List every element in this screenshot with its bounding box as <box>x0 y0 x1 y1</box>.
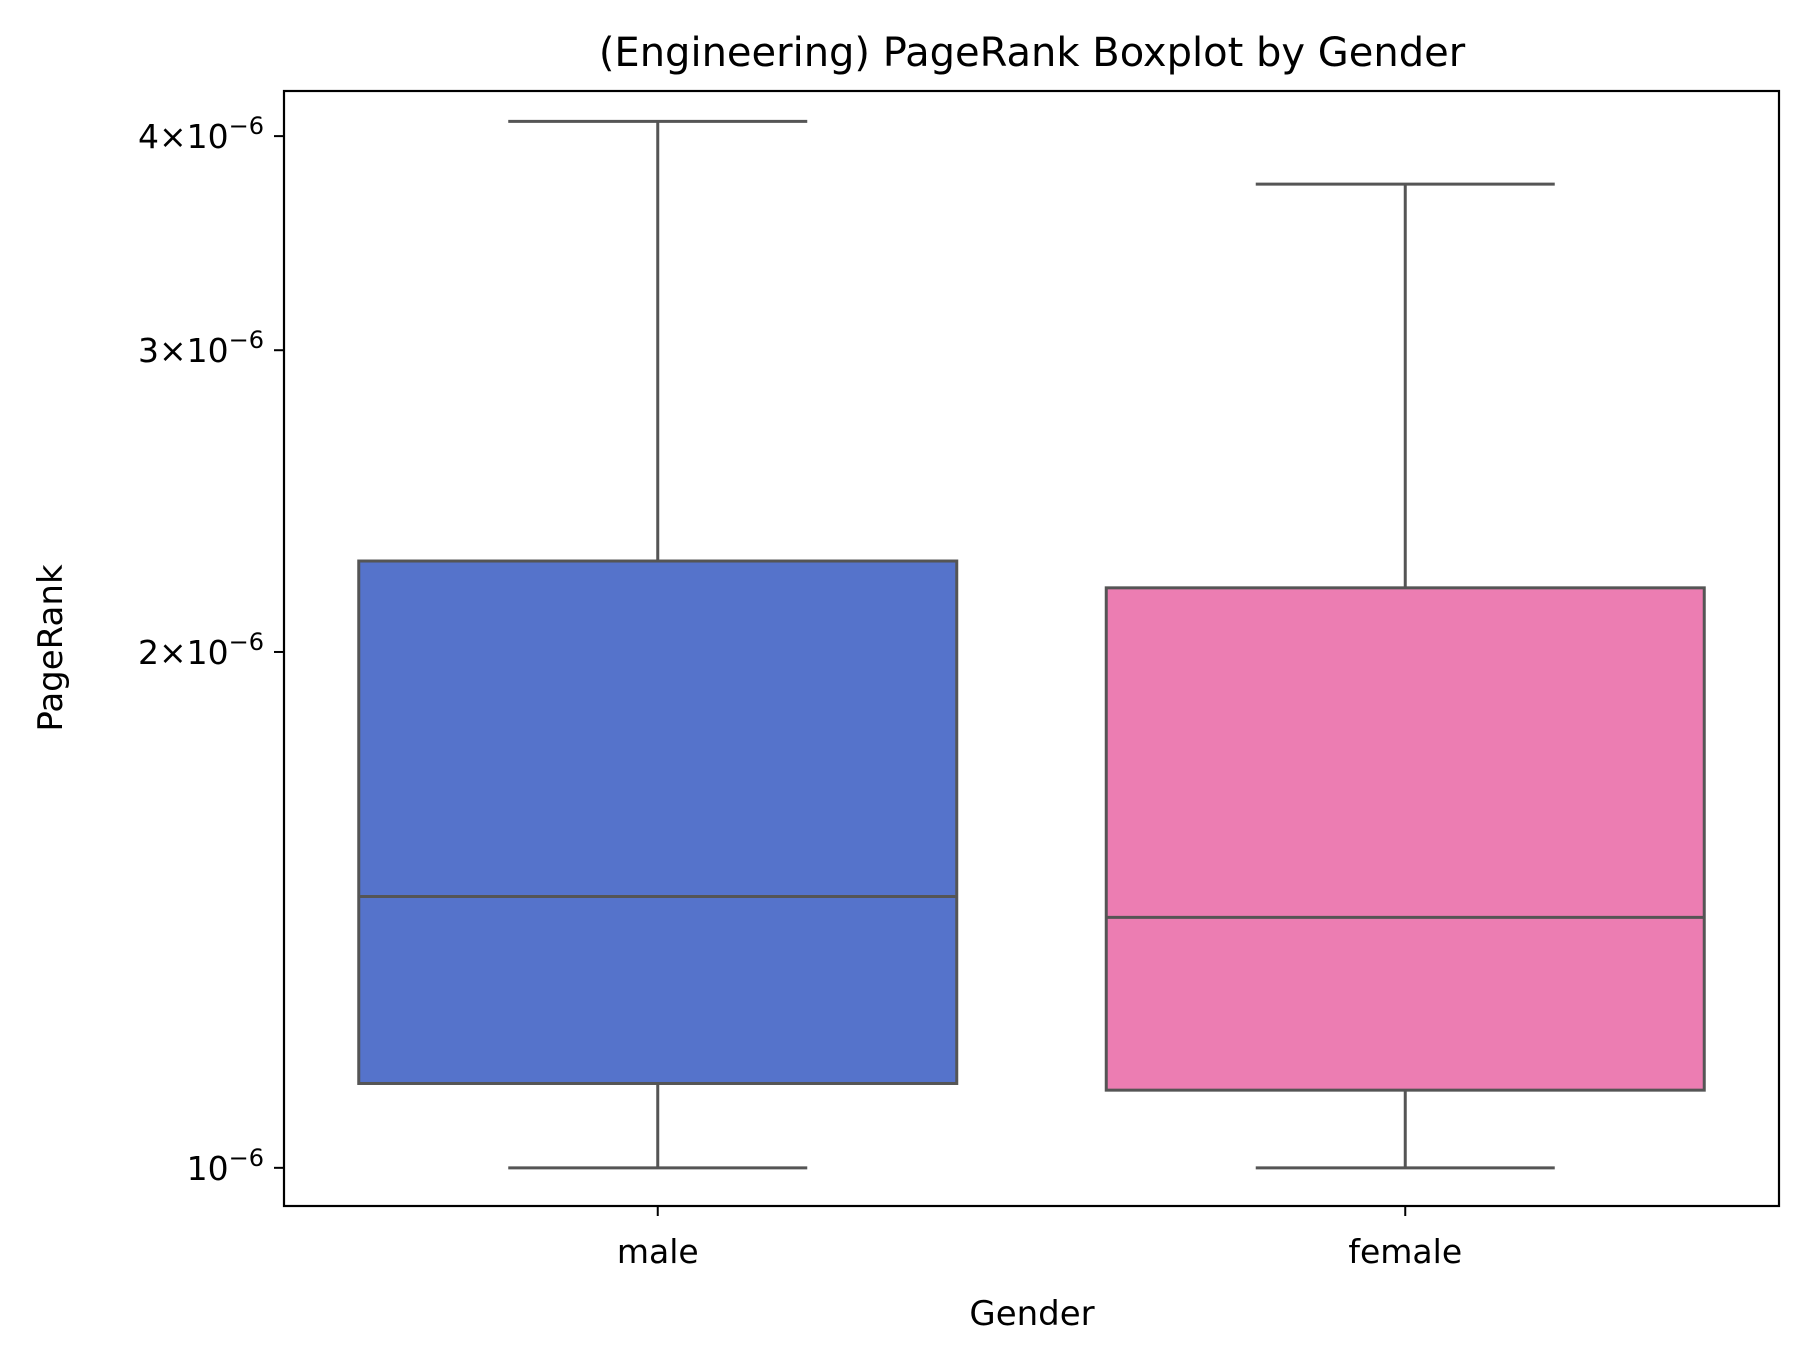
plot-area <box>357 119 1706 1170</box>
iqr-box <box>357 559 959 1085</box>
box-female <box>1104 182 1706 1170</box>
y-tick-label: 4×10−6 <box>138 112 264 156</box>
y-axis-label: PageRank <box>31 564 71 732</box>
y-axis: 10−6 2×10−6 3×10−6 4×10−6 <box>138 112 284 1188</box>
chart-title: (Engineering) PageRank Boxplot by Gender <box>599 30 1466 76</box>
x-axis-label: Gender <box>969 1294 1094 1334</box>
x-axis: male female <box>617 1206 1462 1271</box>
x-tick-label: female <box>1348 1232 1462 1271</box>
box-male <box>357 119 959 1170</box>
y-tick-label: 2×10−6 <box>138 628 264 672</box>
plot-frame <box>282 89 1781 1208</box>
y-tick-label: 10−6 <box>187 1144 264 1188</box>
y-tick-label: 3×10−6 <box>138 326 264 370</box>
iqr-box <box>1104 586 1706 1092</box>
x-tick-label: male <box>617 1232 699 1271</box>
